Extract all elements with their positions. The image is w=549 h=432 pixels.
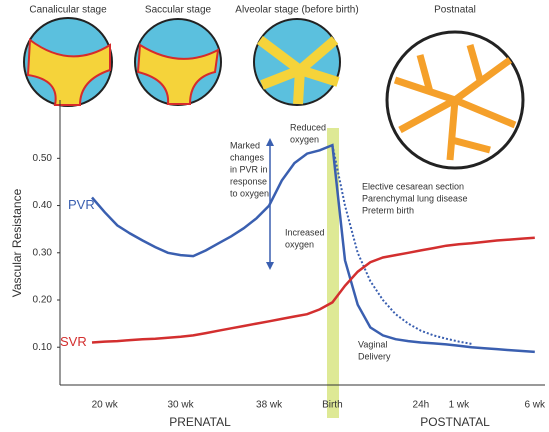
- x-tick-label: 30 wk: [167, 400, 194, 411]
- phase-label: PRENATAL: [169, 415, 231, 429]
- annotation: to oxygen: [230, 188, 269, 198]
- annotation: Elective cesarean section: [362, 181, 464, 191]
- x-tick-label: 6 wk: [524, 400, 546, 411]
- annotation: Marked: [230, 140, 260, 150]
- x-tick-label: 1 wk: [449, 400, 471, 411]
- phase-label: POSTNATAL: [420, 415, 490, 429]
- series-label: SVR: [60, 334, 87, 349]
- annotation: Preterm birth: [362, 205, 414, 215]
- annotation: in PVR in: [230, 164, 268, 174]
- y-tick-label: 0.30: [33, 247, 53, 258]
- y-tick-label: 0.40: [33, 200, 53, 211]
- birth-band: [327, 128, 339, 418]
- stage-title: Postnatal: [434, 5, 476, 16]
- annotation: oxygen: [290, 134, 319, 144]
- annotation: Reduced: [290, 122, 326, 132]
- series-label: PVR: [68, 197, 95, 212]
- x-tick-label: 20 wk: [92, 400, 119, 411]
- y-tick-label: 0.50: [33, 153, 53, 164]
- annotation: Delivery: [358, 351, 391, 361]
- series-line: [92, 238, 535, 343]
- annotation: oxygen: [285, 239, 314, 249]
- stage-title: Alveolar stage (before birth): [235, 5, 358, 16]
- annotation: Parenchymal lung disease: [362, 193, 468, 203]
- annotation: response: [230, 176, 267, 186]
- stage-title: Saccular stage: [145, 5, 212, 16]
- annotation: Increased: [285, 227, 325, 237]
- y-tick-label: 0.20: [33, 295, 53, 306]
- stage-title: Canalicular stage: [29, 5, 107, 16]
- x-tick-label: 38 wk: [256, 400, 283, 411]
- annotation: Vaginal: [358, 339, 387, 349]
- chart: Vascular Resistance 0.10 0.20 0.30 0.40 0.50…: [0, 0, 549, 432]
- y-axis-label: Vascular Resistance: [10, 188, 24, 297]
- x-tick-label: Birth: [322, 400, 343, 411]
- x-tick-label: 24h: [413, 400, 430, 411]
- annotation: changes: [230, 152, 265, 162]
- y-tick-label: 0.10: [33, 342, 53, 353]
